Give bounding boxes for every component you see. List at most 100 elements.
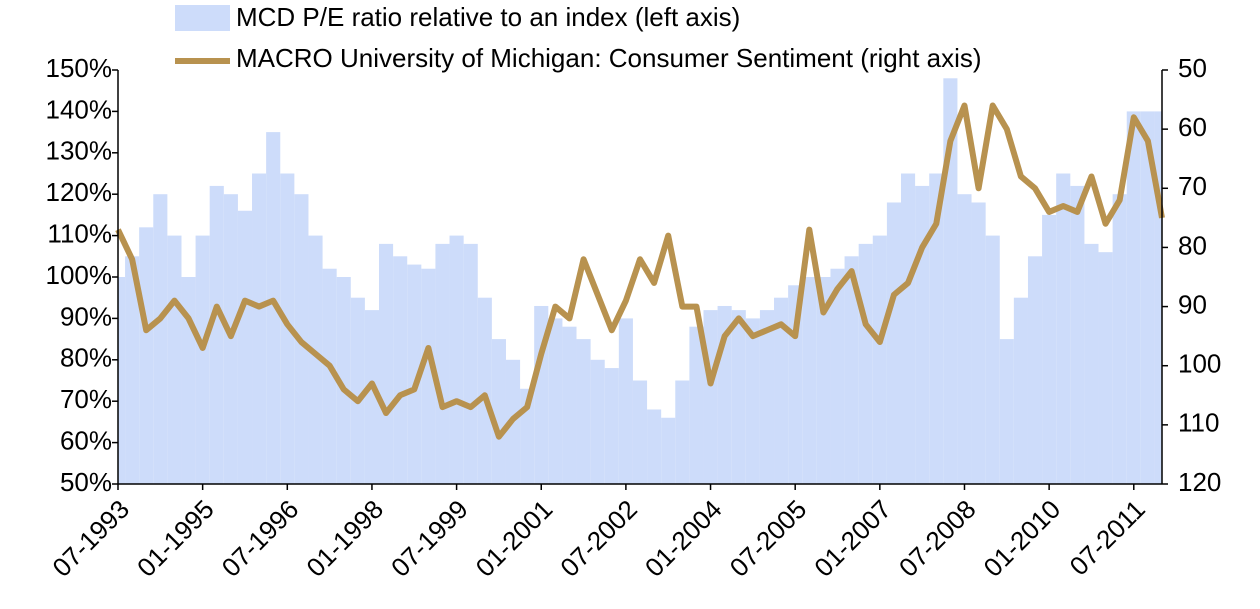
pe-bar — [703, 310, 718, 484]
pe-bar — [1154, 111, 1162, 485]
y2-tick-label: 120 — [1178, 467, 1221, 497]
pe-bar — [647, 409, 662, 484]
y-tick-label: 100% — [46, 260, 113, 290]
pe-bar — [350, 297, 365, 484]
pe-bar — [266, 132, 281, 484]
x-tick-label: 07-2002 — [554, 494, 643, 583]
y2-tick-label: 100 — [1178, 349, 1221, 379]
pe-bar — [195, 235, 210, 484]
pe-bar — [830, 268, 845, 484]
pe-bar — [139, 227, 154, 484]
pe-bar — [1098, 252, 1113, 484]
pe-bar — [985, 235, 1000, 484]
pe-bar — [576, 339, 591, 484]
x-tick-label: 01-1995 — [131, 494, 220, 583]
pe-bar — [872, 235, 887, 484]
x-tick-label: 07-2011 — [1064, 494, 1151, 581]
y-tick-label: 80% — [60, 343, 112, 373]
pe-bar — [118, 277, 126, 484]
x-tick-label: 07-1999 — [385, 494, 474, 583]
pe-bar — [1070, 185, 1085, 485]
pe-bar — [379, 243, 394, 484]
pe-bar — [858, 243, 873, 484]
pe-bar — [393, 256, 408, 484]
x-tick-label: 01-2004 — [639, 494, 728, 583]
pe-bar — [435, 243, 450, 484]
pe-bar — [632, 380, 648, 484]
pe-bar — [421, 268, 436, 484]
x-tick-label: 07-2008 — [893, 494, 982, 583]
pe-bar — [759, 310, 775, 484]
pe-bar — [618, 318, 633, 484]
pe-bar — [604, 368, 619, 484]
pe-bar — [153, 194, 168, 484]
y-tick-label: 70% — [60, 384, 112, 414]
pe-bar — [364, 310, 379, 484]
pe-bar — [252, 173, 267, 484]
pe-bar — [125, 256, 140, 484]
y-tick-label: 150% — [46, 53, 113, 83]
x-tick-label: 01-1998 — [300, 494, 389, 583]
pe-bar — [802, 277, 817, 484]
pe-bar — [999, 339, 1014, 484]
pe-bar — [1126, 111, 1141, 485]
pe-bar — [745, 318, 760, 484]
y-tick-label: 140% — [46, 94, 113, 124]
pe-bar — [816, 277, 831, 484]
pe-bar — [449, 235, 464, 484]
pe-bar — [237, 210, 253, 484]
x-tick-label: 07-1993 — [46, 494, 135, 583]
pe-bar — [929, 173, 944, 484]
x-tick-label: 01-2001 — [470, 494, 559, 583]
pe-bar — [675, 380, 690, 484]
pe-bar — [407, 264, 422, 484]
pe-bar — [957, 194, 972, 484]
y2-tick-label: 80 — [1178, 230, 1207, 260]
pe-bar — [548, 318, 563, 484]
x-tick-label: 01-2007 — [808, 494, 897, 583]
pe-bar — [1140, 111, 1155, 485]
y2-tick-label: 110 — [1178, 408, 1219, 438]
pe-bar — [915, 185, 930, 485]
y2-tick-label: 50 — [1178, 53, 1207, 83]
pe-bar — [774, 297, 789, 484]
y-tick-label: 60% — [60, 425, 112, 455]
pe-bar — [1112, 194, 1127, 484]
pe-bar — [491, 339, 506, 484]
pe-bar — [844, 256, 859, 484]
legend-label: MCD P/E ratio relative to an index (left… — [236, 2, 740, 32]
pe-bar — [477, 297, 492, 484]
y2-tick-label: 90 — [1178, 289, 1207, 319]
pe-bar — [689, 326, 704, 484]
legend-label: MACRO University of Michigan: Consumer S… — [236, 43, 982, 73]
pe-bar — [1027, 256, 1043, 484]
pe-bar — [167, 235, 182, 484]
y2-tick-label: 60 — [1178, 112, 1207, 142]
y-tick-label: 110% — [47, 218, 112, 248]
pe-bar — [463, 243, 478, 484]
pe-bar — [562, 326, 577, 484]
pe-bar — [943, 78, 958, 484]
pe-bar — [901, 173, 916, 484]
x-tick-label: 07-1996 — [216, 494, 305, 583]
y2-tick-label: 70 — [1178, 171, 1207, 201]
sentiment-line — [115, 102, 1165, 440]
y-tick-label: 90% — [60, 301, 112, 331]
x-tick-label: 07-2005 — [724, 494, 813, 583]
pe-bar — [209, 185, 224, 485]
y-tick-label: 130% — [46, 136, 113, 166]
pe-bar — [1013, 297, 1028, 484]
pe-bar — [336, 277, 351, 484]
pe-bar — [590, 359, 605, 484]
y-tick-label: 120% — [46, 177, 113, 207]
pe-bar — [1056, 173, 1071, 484]
pe-bar — [1084, 243, 1099, 484]
pe-bar — [308, 235, 323, 484]
pe-bar — [322, 268, 337, 484]
pe-bar — [886, 202, 901, 485]
pe-bar — [661, 417, 676, 484]
pe-bar — [971, 202, 986, 485]
legend-swatch — [175, 5, 230, 31]
y-tick-label: 50% — [60, 467, 112, 497]
